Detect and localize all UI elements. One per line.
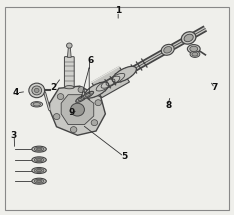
Ellipse shape <box>32 167 46 174</box>
Text: 6: 6 <box>87 56 93 65</box>
Ellipse shape <box>31 102 43 107</box>
Polygon shape <box>50 86 105 135</box>
Ellipse shape <box>187 45 200 53</box>
Ellipse shape <box>33 103 40 106</box>
Ellipse shape <box>181 32 196 44</box>
Text: 3: 3 <box>10 131 17 140</box>
Text: 5: 5 <box>121 152 127 161</box>
Ellipse shape <box>32 86 42 95</box>
Polygon shape <box>61 95 94 124</box>
Ellipse shape <box>190 46 198 52</box>
Ellipse shape <box>65 86 74 89</box>
Circle shape <box>95 100 102 106</box>
Ellipse shape <box>37 169 42 172</box>
Text: 1: 1 <box>115 6 121 15</box>
Ellipse shape <box>83 91 94 98</box>
Ellipse shape <box>37 180 42 182</box>
Ellipse shape <box>37 148 42 150</box>
Ellipse shape <box>34 158 44 162</box>
Text: 4: 4 <box>13 88 19 97</box>
Polygon shape <box>67 47 71 57</box>
Text: 8: 8 <box>165 101 171 110</box>
Ellipse shape <box>112 66 136 82</box>
Ellipse shape <box>190 51 200 57</box>
Text: 7: 7 <box>212 83 218 92</box>
Text: 9: 9 <box>69 108 75 117</box>
Ellipse shape <box>184 34 193 42</box>
Ellipse shape <box>34 147 44 151</box>
Ellipse shape <box>29 83 45 98</box>
Circle shape <box>78 87 84 93</box>
Circle shape <box>57 94 64 100</box>
Ellipse shape <box>164 47 172 53</box>
Ellipse shape <box>78 97 84 101</box>
Ellipse shape <box>161 44 174 55</box>
Ellipse shape <box>32 146 46 152</box>
Ellipse shape <box>84 82 109 98</box>
Ellipse shape <box>34 88 39 92</box>
Circle shape <box>53 114 60 120</box>
Ellipse shape <box>37 159 42 161</box>
Circle shape <box>70 127 77 133</box>
FancyBboxPatch shape <box>64 57 74 88</box>
Polygon shape <box>91 67 129 98</box>
Ellipse shape <box>76 95 87 102</box>
Ellipse shape <box>32 157 46 163</box>
Circle shape <box>66 43 72 48</box>
Ellipse shape <box>32 178 46 184</box>
Ellipse shape <box>85 93 91 97</box>
Ellipse shape <box>192 52 198 56</box>
Circle shape <box>70 103 84 116</box>
Text: 2: 2 <box>50 83 56 92</box>
Ellipse shape <box>34 179 44 183</box>
Ellipse shape <box>34 169 44 172</box>
Circle shape <box>91 120 98 126</box>
